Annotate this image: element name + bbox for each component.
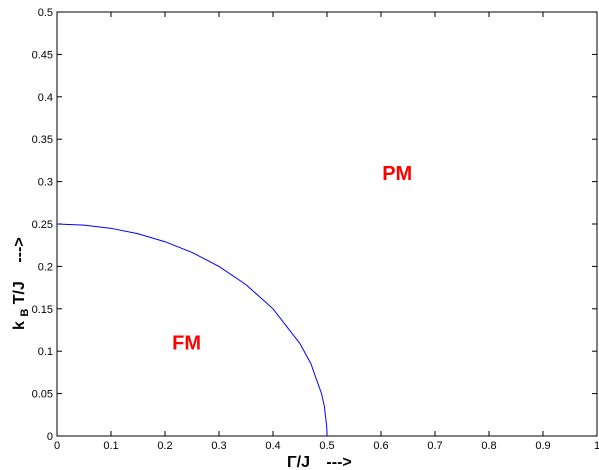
y-tick-label: 0.3	[38, 177, 53, 189]
x-tick-label: 0.6	[373, 440, 388, 452]
region-label-pm: PM	[382, 163, 412, 185]
y-axis-label-subscript: B	[19, 309, 31, 317]
y-axis-title: k B T/J --->	[11, 237, 32, 330]
x-tick-label: 0.9	[535, 440, 550, 452]
region-labels: FM PM	[172, 163, 412, 355]
series-lines	[56, 223, 328, 436]
plot-area	[56, 11, 598, 437]
x-axis-label: Γ/J	[287, 454, 310, 470]
x-axis-title: Γ/J --->	[287, 454, 352, 470]
phase-boundary-line	[56, 223, 328, 436]
x-tick-label: 0.2	[157, 440, 172, 452]
y-tick-label: 0	[47, 431, 53, 443]
y-axis-label-rest: T/J	[11, 281, 28, 304]
y-tick-label: 0.05	[32, 389, 53, 401]
x-tick-label: 0.5	[319, 440, 334, 452]
axis-tick-labels: 0 0.1 0.2 0.3 0.4 0.5 0.6 0.7 0.8 0.9 1 0 0.05 0.1 0.1…	[32, 7, 599, 452]
axis-ticks	[56, 11, 598, 437]
y-axis-arrow: --->	[11, 237, 28, 262]
y-tick-label: 0.5	[38, 7, 53, 19]
y-tick-label: 0.4	[38, 92, 53, 104]
y-tick-label: 0.1	[38, 346, 53, 358]
x-tick-label: 1	[594, 440, 599, 452]
x-tick-label: 0.3	[211, 440, 226, 452]
x-axis-arrow: --->	[326, 454, 351, 470]
y-axis-label-k: k	[11, 321, 28, 330]
x-tick-label: 0.1	[103, 440, 118, 452]
region-label-fm: FM	[172, 333, 201, 355]
y-tick-label: 0.15	[32, 304, 53, 316]
y-tick-label: 0.25	[32, 219, 53, 231]
y-tick-label: 0.35	[32, 134, 53, 146]
x-tick-label: 0.7	[427, 440, 442, 452]
x-tick-label: 0.8	[481, 440, 496, 452]
x-tick-label: 0	[54, 440, 60, 452]
y-tick-label: 0.45	[32, 49, 53, 61]
x-tick-label: 0.4	[265, 440, 280, 452]
y-tick-label: 0.2	[38, 261, 53, 273]
